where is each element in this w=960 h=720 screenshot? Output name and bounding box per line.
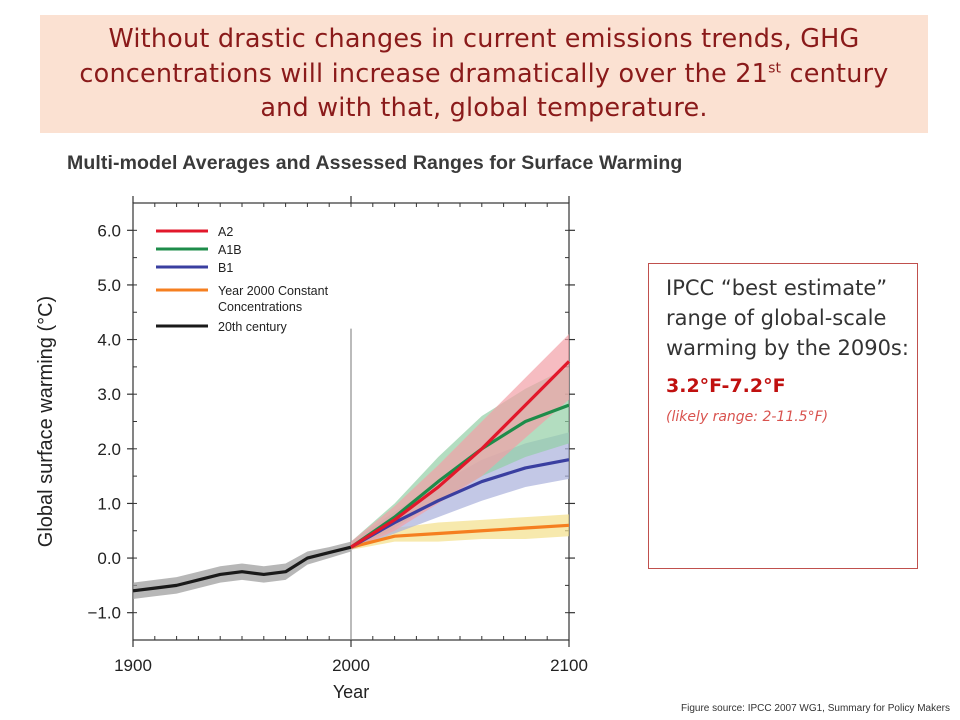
x-tick-label: 1900 (114, 656, 152, 675)
series-line (350, 360, 571, 549)
y-tick-label: 0.0 (97, 549, 121, 568)
callout-main-text: IPCC “best estimate” range of global-sca… (666, 276, 909, 360)
legend-label: B1 (218, 261, 233, 275)
legend-label: Concentrations (218, 300, 302, 314)
y-tick-label: 1.0 (97, 494, 121, 513)
callout-likely-range: (likely range: 2-11.5°F) (666, 409, 829, 426)
headline-banner: Without drastic changes in current emiss… (40, 15, 928, 133)
series-line (132, 545, 352, 593)
series-line (350, 458, 570, 549)
y-tick-label: 2.0 (97, 440, 121, 459)
series-band (351, 334, 569, 550)
legend-label: 20th century (218, 320, 288, 334)
y-tick-label: 4.0 (97, 331, 121, 350)
ipcc-estimate-callout: IPCC “best estimate” range of global-sca… (648, 263, 918, 569)
y-axis-label: Global surface warming (°C) (35, 296, 57, 547)
figure-source: Figure source: IPCC 2007 WG1, Summary fo… (681, 703, 950, 714)
headline-main: Without drastic changes in current emiss… (79, 24, 860, 89)
callout-range-text: 3.2°F-7.2°F (666, 375, 786, 398)
chart-title: Multi-model Averages and Assessed Ranges… (67, 152, 683, 174)
series-line (350, 403, 570, 549)
y-tick-label: 5.0 (97, 276, 121, 295)
y-tick-label: 3.0 (97, 385, 121, 404)
x-tick-label: 2100 (550, 656, 588, 675)
headline-end: century and with that, global temperatur… (260, 58, 889, 124)
legend-label: A1B (218, 243, 242, 257)
legend-label: Year 2000 Constant (218, 284, 329, 298)
y-tick-label: 6.0 (97, 221, 121, 240)
x-axis-label: Year (333, 682, 369, 702)
series-line (350, 523, 570, 549)
x-tick-label: 2000 (332, 656, 370, 675)
headline-text: Without drastic changes in current emiss… (40, 22, 928, 125)
legend-label: A2 (218, 225, 233, 239)
y-tick-label: −1.0 (87, 604, 121, 623)
headline-superscript: st (768, 60, 782, 77)
